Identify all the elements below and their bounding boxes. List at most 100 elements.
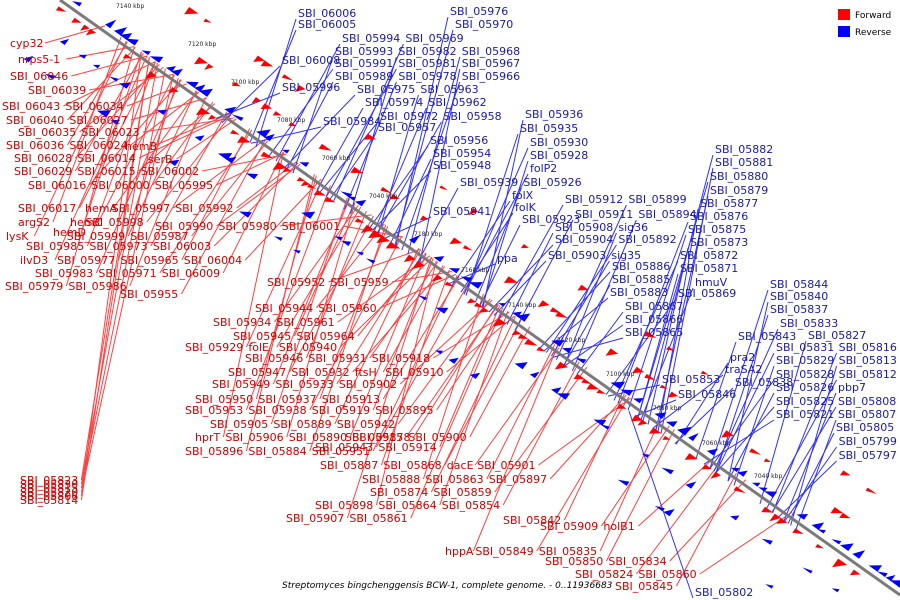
reverse-gene-label[interactable]: SBI_05812 [839, 368, 897, 381]
forward-gene-label[interactable]: SBI_05951 [312, 445, 370, 458]
forward-gene-label[interactable]: SBI_05932 [291, 366, 349, 379]
reverse-gene-label[interactable]: SBI_05928 [530, 149, 588, 162]
forward-gene-label[interactable]: SBI_05868 [383, 459, 441, 472]
reverse-gene-label[interactable]: SBI_05838 [735, 376, 793, 389]
forward-gene-label[interactable]: SBI_05860 [638, 568, 696, 581]
reverse-gene-label[interactable]: SBI_05808 [838, 395, 896, 408]
forward-gene-label[interactable]: cyp32 [10, 37, 44, 50]
reverse-gene-label[interactable]: SBI_05936 [525, 108, 583, 121]
forward-gene-label[interactable]: SBI_06043 [2, 100, 60, 113]
forward-gene-label[interactable]: SBI_05907 [286, 512, 344, 525]
reverse-gene-label[interactable]: SBI_05871 [680, 262, 738, 275]
forward-gene-label[interactable]: ilvD3 [20, 254, 48, 267]
reverse-gene-label[interactable]: SBI_05948 [433, 159, 491, 172]
forward-gene-label[interactable]: SBI_05900 [408, 431, 466, 444]
reverse-gene-label[interactable]: SBI_05972 [380, 110, 438, 123]
reverse-gene-label[interactable]: SBI_05882 [715, 143, 773, 156]
reverse-gene-label[interactable]: SBI_05982 [398, 45, 456, 58]
reverse-gene-label[interactable]: SBI_05846 [678, 388, 736, 401]
reverse-gene-label[interactable]: SBI_05873 [690, 236, 748, 249]
forward-gene-label[interactable]: SBI_05946 [245, 352, 303, 365]
forward-gene-label[interactable]: SBI_05815 [20, 482, 78, 495]
forward-gene-label[interactable]: SBI_05814 [20, 494, 78, 507]
forward-gene-label[interactable]: SBI_05895 [375, 404, 433, 417]
reverse-gene-label[interactable]: SBI_05872 [680, 249, 738, 262]
reverse-gene-label[interactable]: SBI_05843 [738, 330, 796, 343]
reverse-gene-label[interactable]: SBI_05991 [335, 57, 393, 70]
reverse-gene-label[interactable]: SBI_05956 [430, 134, 488, 147]
forward-gene-label[interactable]: SBI_06027 [69, 114, 127, 127]
reverse-gene-label[interactable]: SBI_05831 [776, 341, 834, 354]
forward-gene-label[interactable]: SBI_05992 [175, 202, 233, 215]
forward-gene-label[interactable]: SBI_05896 [185, 445, 243, 458]
reverse-gene-label[interactable]: SBI_05844 [770, 278, 828, 291]
forward-gene-label[interactable]: SBI_06040 [6, 114, 64, 127]
forward-gene-label[interactable]: SBI_05943 [315, 441, 373, 454]
forward-gene-label[interactable]: SBI_05997 [112, 202, 170, 215]
reverse-gene-label[interactable]: SBI_05807 [838, 408, 896, 421]
forward-gene-label[interactable]: lysK [6, 230, 29, 243]
forward-gene-label[interactable]: SBI_06002 [141, 165, 199, 178]
forward-gene-label[interactable]: SBI_05961 [276, 316, 334, 329]
reverse-gene-label[interactable]: SBI_05879 [710, 184, 768, 197]
reverse-gene-label[interactable]: SBI_05993 [335, 45, 393, 58]
reverse-gene-label[interactable]: SBI_05825 [776, 395, 834, 408]
reverse-gene-label[interactable]: SBI_05869 [678, 287, 736, 300]
reverse-gene-label[interactable]: folP2 [530, 162, 557, 175]
reverse-gene-label[interactable]: ppa [497, 252, 518, 265]
forward-gene-label[interactable]: SBI_05849 [475, 545, 533, 558]
reverse-gene-label[interactable]: SBI_05911 [575, 208, 633, 221]
forward-gene-label[interactable]: SBI_05990 [155, 220, 213, 233]
forward-gene-label[interactable]: SBI_05845 [615, 580, 673, 593]
reverse-gene-label[interactable]: traSA2 [725, 363, 762, 376]
reverse-gene-label[interactable]: SBI_05969 [405, 32, 463, 45]
forward-gene-label[interactable]: SBI_06017 [18, 202, 76, 215]
reverse-gene-label[interactable]: folX [512, 189, 534, 202]
reverse-gene-label[interactable]: SBI_05962 [428, 96, 486, 109]
forward-gene-label[interactable]: SBI_05998 [85, 216, 143, 229]
forward-gene-label[interactable]: SBI_06024 [69, 139, 127, 152]
forward-gene-label[interactable]: SBI_06001 [282, 220, 340, 233]
reverse-gene-label[interactable]: SBI_05968 [462, 45, 520, 58]
forward-gene-label[interactable]: SBI_05914 [378, 441, 436, 454]
forward-gene-label[interactable]: SBI_05947 [228, 366, 286, 379]
forward-gene-label[interactable]: SBI_05937 [258, 393, 316, 406]
forward-gene-label[interactable]: SBI_05824 [575, 568, 633, 581]
reverse-gene-label[interactable]: SBI_05821 [776, 408, 834, 421]
forward-gene-label[interactable]: serB [148, 153, 173, 166]
forward-gene-label[interactable]: SBI_05898 [315, 499, 373, 512]
forward-gene-label[interactable]: SBI_05934 [213, 316, 271, 329]
forward-gene-label[interactable]: hemC [70, 216, 102, 229]
reverse-gene-label[interactable]: SBI_05827 [808, 329, 866, 342]
reverse-gene-label[interactable]: SBI_05963 [420, 83, 478, 96]
forward-gene-label[interactable]: SBI_05977 [57, 254, 115, 267]
forward-gene-label[interactable]: SBI_06023 [81, 126, 139, 139]
reverse-gene-label[interactable]: SBI_05981 [398, 57, 456, 70]
forward-gene-label[interactable]: hemB [125, 140, 157, 153]
reverse-gene-label[interactable]: SBI_05867 [625, 300, 683, 313]
reverse-gene-label[interactable]: hmuV [695, 276, 728, 289]
forward-gene-label[interactable]: SBI_05987 [130, 230, 188, 243]
reverse-gene-label[interactable]: SBI_05967 [462, 57, 520, 70]
forward-gene-label[interactable]: SBI_05949 [212, 378, 270, 391]
forward-gene-label[interactable]: SBI_05959 [330, 276, 388, 289]
reverse-gene-label[interactable]: SBI_05899 [628, 193, 686, 206]
forward-gene-label[interactable]: SBI_05945 [233, 330, 291, 343]
reverse-gene-label[interactable]: SBI_05930 [530, 136, 588, 149]
forward-gene-label[interactable]: SBI_05878 [352, 431, 410, 444]
forward-gene-label[interactable]: SBI_05901 [477, 459, 535, 472]
forward-gene-label[interactable]: SBI_05905 [210, 418, 268, 431]
reverse-gene-label[interactable]: SBI_05892 [618, 233, 676, 246]
forward-gene-label[interactable]: SBI_05909 [540, 520, 598, 533]
forward-gene-label[interactable]: SBI_05830 [20, 478, 78, 491]
forward-gene-label[interactable]: SBI_06046 [10, 70, 68, 83]
forward-gene-label[interactable]: folE [248, 341, 269, 354]
reverse-gene-label[interactable]: SBI_05966 [462, 70, 520, 83]
reverse-gene-label[interactable]: SBI_05840 [770, 290, 828, 303]
reverse-gene-label[interactable]: SBI_05826 [776, 381, 834, 394]
forward-gene-label[interactable]: argS2 [18, 216, 50, 229]
forward-gene-label[interactable]: holB1 [603, 520, 634, 533]
reverse-gene-label[interactable]: SBI_05970 [455, 18, 513, 31]
forward-gene-label[interactable]: SBI_05952 [267, 276, 325, 289]
reverse-gene-label[interactable]: SBI_05954 [433, 147, 491, 160]
